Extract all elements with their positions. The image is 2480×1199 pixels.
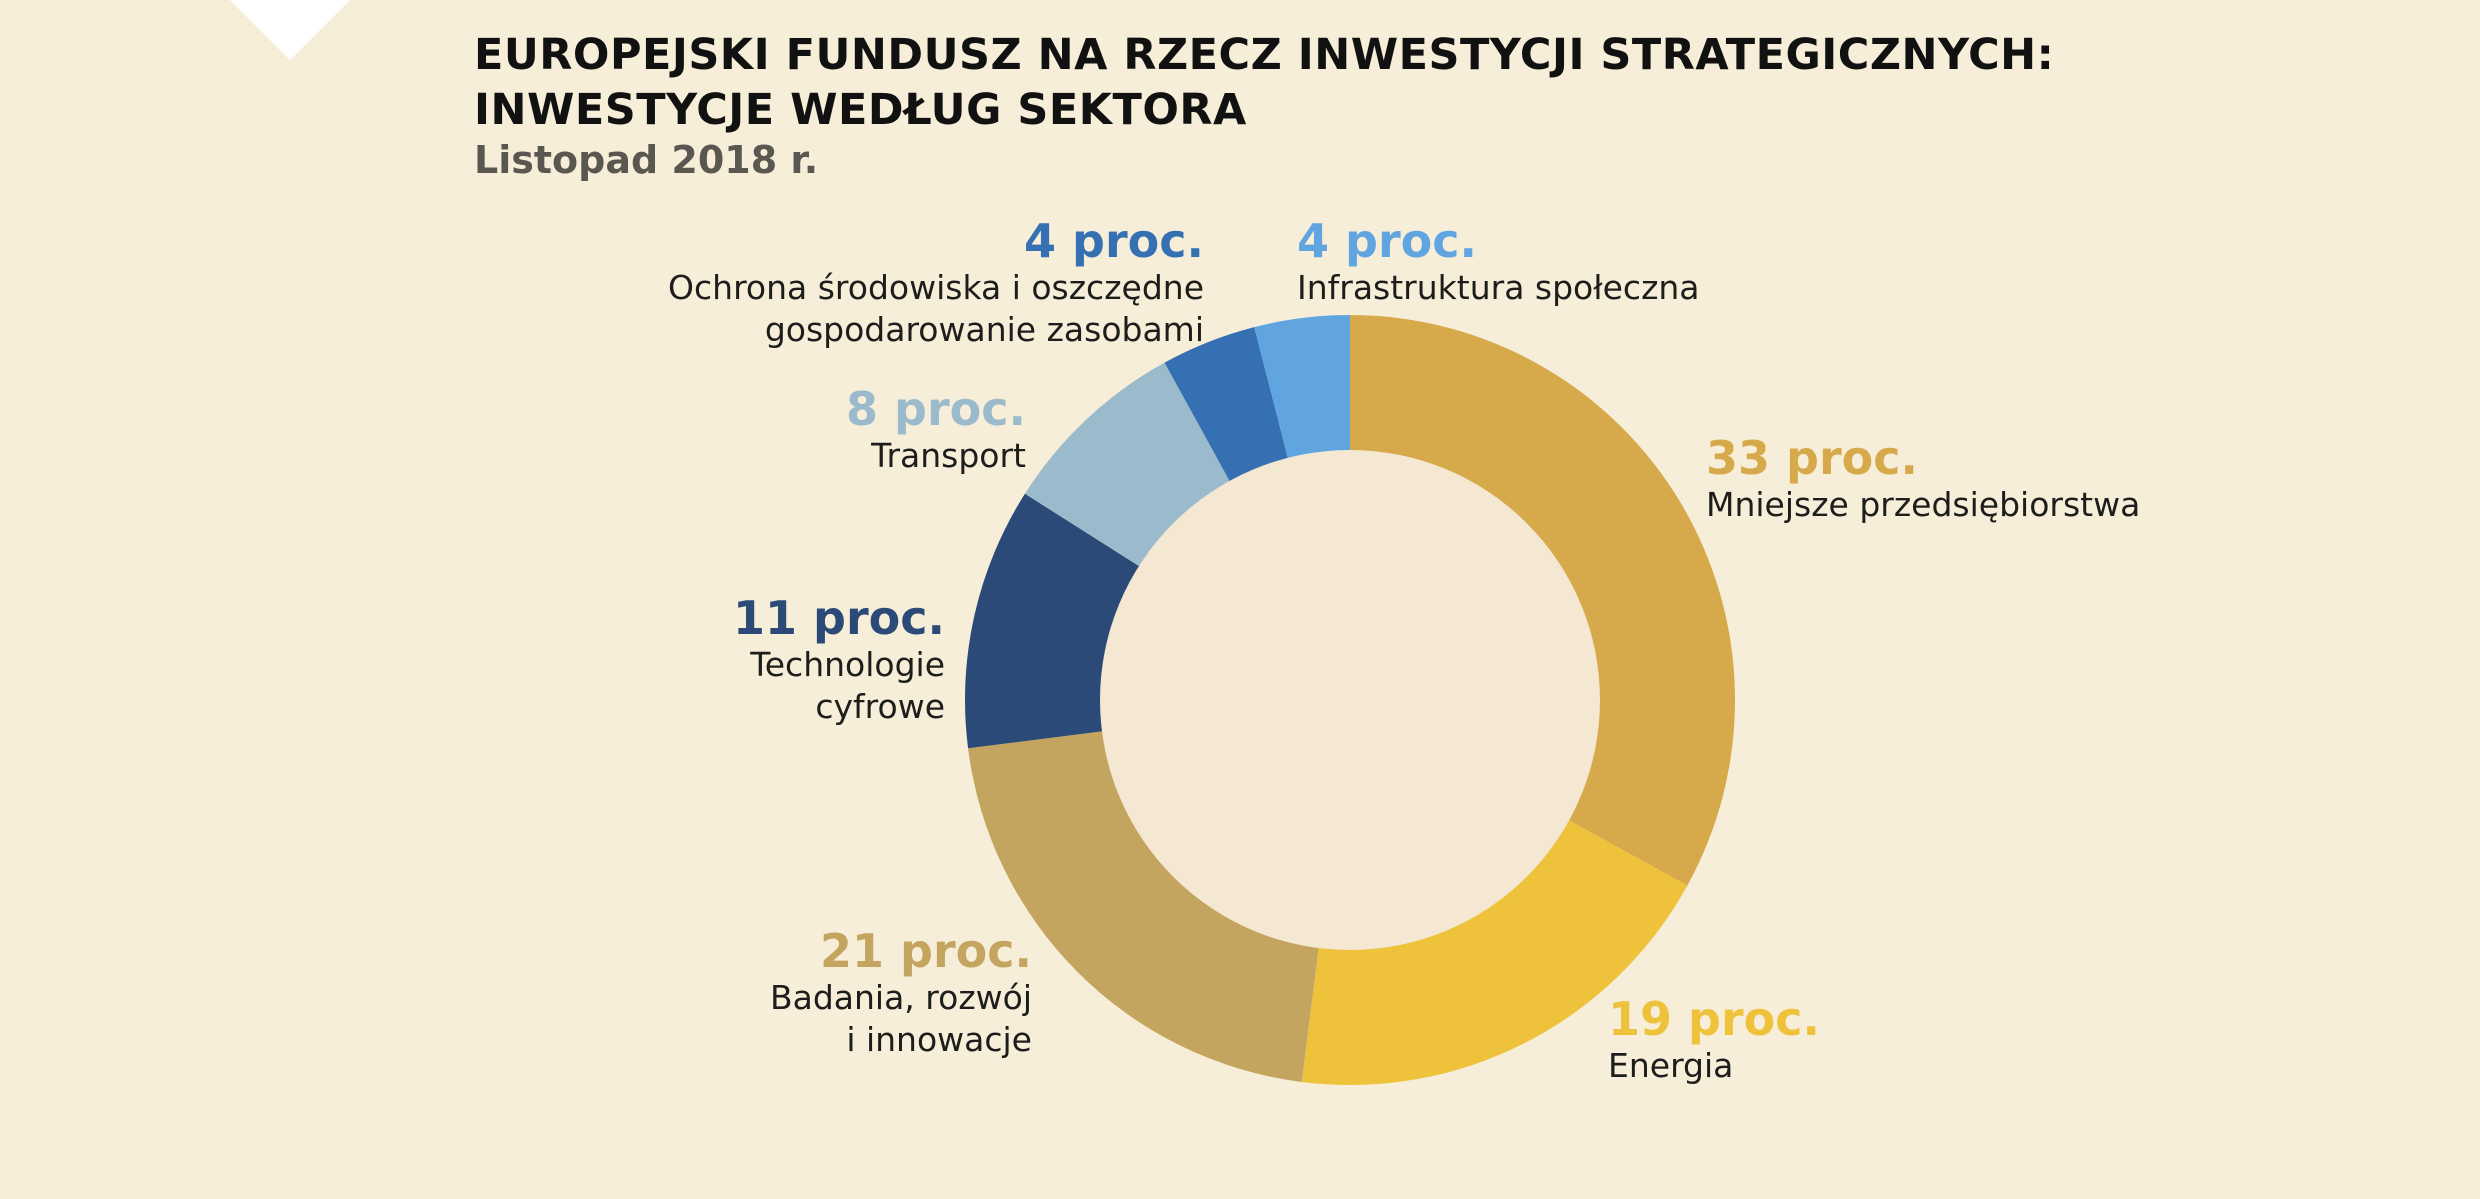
slice-name-5: Ochrona środowiska i oszczędne gospodaro… <box>668 268 1204 349</box>
slice-name-1: Energia <box>1608 1046 1734 1085</box>
chart-subtitle: Listopad 2018 r. <box>474 138 819 182</box>
slice-label-3: 11 proc. Technologie cyfrowe <box>733 592 945 728</box>
slice-percent-1: 19 proc. <box>1608 992 1820 1046</box>
slice-name-4: Transport <box>871 436 1026 475</box>
corner-notch <box>230 0 350 60</box>
slice-percent-0: 33 proc. <box>1706 431 1918 485</box>
slice-label-0: 33 proc. Mniejsze przedsiębiorstwa <box>1706 432 2140 526</box>
slice-label-5: 4 proc. Ochrona środowiska i oszczędne go… <box>668 215 1204 351</box>
slice-name-6: Infrastruktura społeczna <box>1297 268 1700 307</box>
chart-title: EUROPEJSKI FUNDUSZ NA RZECZ INWESTYCJI S… <box>474 30 2055 135</box>
donut-hole <box>1100 450 1600 950</box>
slice-label-1: 19 proc. Energia <box>1608 993 1820 1087</box>
slice-name-0: Mniejsze przedsiębiorstwa <box>1706 485 2141 524</box>
slice-percent-2: 21 proc. <box>820 924 1032 978</box>
slice-percent-5: 4 proc. <box>1024 214 1204 268</box>
slice-label-2: 21 proc. Badania, rozwój i innowacje <box>770 925 1032 1061</box>
slice-name-2: Badania, rozwój i innowacje <box>769 978 1032 1059</box>
slice-percent-6: 4 proc. <box>1297 214 1477 268</box>
slice-percent-4: 8 proc. <box>846 382 1026 436</box>
slice-label-6: 4 proc. Infrastruktura społeczna <box>1297 215 1700 309</box>
slice-label-4: 8 proc. Transport <box>846 383 1026 477</box>
slice-name-3: Technologie cyfrowe <box>750 645 945 726</box>
slice-percent-3: 11 proc. <box>733 591 945 645</box>
